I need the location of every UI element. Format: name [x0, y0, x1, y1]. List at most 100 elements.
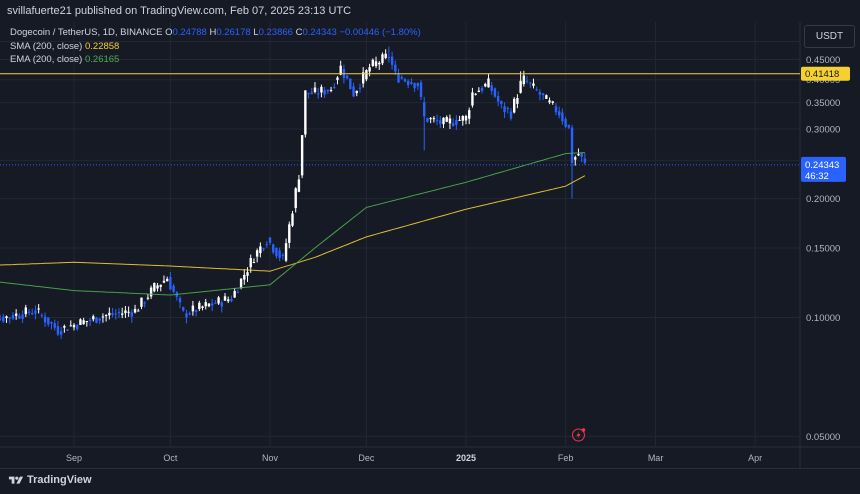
candle-body: [201, 306, 204, 309]
candle-body: [236, 292, 240, 294]
x-tick-label: Sep: [66, 453, 82, 463]
y-tick-label: 0.30000: [806, 125, 840, 136]
candle-body: [182, 307, 185, 311]
candle-body: [162, 280, 166, 283]
candle-body: [493, 88, 497, 97]
y-tick-label: 0.35000: [806, 98, 840, 109]
sma-line: [0, 175, 586, 272]
candle-body: [2, 316, 5, 322]
candle-body: [419, 82, 423, 97]
legend-symbol[interactable]: Dogecoin / TetherUS, 1D, BINANCE: [10, 27, 163, 38]
candle-body: [381, 54, 384, 64]
candle-body: [11, 314, 15, 319]
candle-body: [146, 297, 150, 299]
candle-body: [133, 308, 137, 313]
candle-body: [143, 302, 146, 304]
candle-body: [114, 313, 117, 315]
x-tick-label: Apr: [748, 453, 762, 463]
candle-body: [40, 315, 44, 317]
candle-body: [21, 314, 24, 320]
candle-body: [88, 319, 92, 321]
x-tick-label: Dec: [358, 453, 375, 463]
candle-body: [50, 321, 53, 324]
candle-body: [194, 310, 198, 313]
candle-body: [130, 312, 134, 317]
candle-body: [557, 111, 561, 116]
candle-body: [506, 107, 509, 109]
candle-body: [535, 89, 538, 91]
last-price-tag: [801, 156, 846, 182]
candle-body: [461, 115, 464, 121]
candle-body: [294, 188, 297, 209]
candle-body: [265, 244, 268, 246]
candle-body: [5, 316, 8, 319]
candle-body: [458, 119, 461, 121]
candle-body: [313, 87, 317, 93]
legend-close-key: C: [295, 27, 303, 38]
tradingview-brand[interactable]: TradingView: [27, 474, 92, 486]
candle-body: [490, 85, 493, 91]
candle-body: [529, 82, 532, 84]
candle-body: [323, 90, 326, 95]
legend-low: 0.23866: [258, 27, 293, 38]
candle-body: [14, 313, 18, 316]
candle-body: [239, 278, 243, 288]
currency-button[interactable]: USDT: [804, 25, 855, 48]
candle-body: [480, 87, 484, 91]
candle-body: [416, 82, 420, 87]
candle-body: [310, 92, 313, 94]
candle-body: [207, 303, 211, 307]
legend-sma-value: 0.22858: [84, 41, 120, 52]
candle-body: [345, 75, 349, 79]
candle-body: [127, 311, 130, 313]
candle-body: [551, 101, 554, 103]
candle-body: [567, 124, 571, 128]
candle-body: [124, 310, 127, 314]
candle-body: [307, 92, 310, 94]
candle-body: [165, 279, 169, 282]
candle-body: [564, 119, 567, 127]
candle-body: [82, 320, 85, 325]
candle-body: [104, 314, 108, 317]
candle-body: [27, 311, 31, 313]
candle-body: [85, 321, 89, 323]
candle-body: [333, 86, 336, 88]
candle-body: [355, 90, 358, 94]
candle-body: [18, 315, 21, 319]
legend-sma-row[interactable]: SMA (200, close) 0.22858: [10, 41, 119, 52]
candle-body: [227, 299, 230, 302]
candle-body: [484, 83, 487, 87]
candle-body: [570, 127, 574, 164]
candle-body: [339, 65, 342, 75]
candle-body: [210, 303, 214, 306]
candle-body: [554, 106, 558, 113]
candle-body: [79, 319, 82, 326]
candle-body: [413, 83, 416, 89]
candle-body: [500, 101, 503, 105]
candle-body: [545, 95, 548, 99]
footer-bar: [0, 468, 860, 494]
candle-body: [169, 277, 172, 290]
y-tick-label: 0.45000: [806, 55, 840, 66]
tradingview-logo-icon[interactable]: [8, 475, 24, 486]
legend-ema-label: EMA (200, close): [10, 54, 83, 65]
candle-body: [477, 90, 481, 93]
candle-body: [326, 89, 330, 92]
legend-symbol-row: Dogecoin / TetherUS, 1D, BINANCE O0.2478…: [10, 27, 421, 38]
legend-sma-label: SMA (200, close): [10, 41, 83, 52]
chart-plot-area[interactable]: 0.050000.100000.150000.200000.250000.300…: [0, 22, 860, 468]
candle-body: [31, 313, 34, 315]
candle-body: [541, 93, 545, 96]
candle-body: [140, 297, 143, 307]
candle-body: [249, 258, 252, 268]
candle-body: [403, 79, 407, 82]
candle-body: [47, 317, 50, 325]
candle-body: [59, 331, 63, 335]
candle-body: [98, 318, 101, 321]
candle-body: [56, 326, 60, 335]
candle-body: [153, 282, 156, 292]
legend-ema-row[interactable]: EMA (200, close) 0.26165: [10, 54, 119, 65]
candle-body: [246, 272, 249, 276]
candle-body: [448, 118, 452, 124]
candle-body: [423, 102, 426, 117]
